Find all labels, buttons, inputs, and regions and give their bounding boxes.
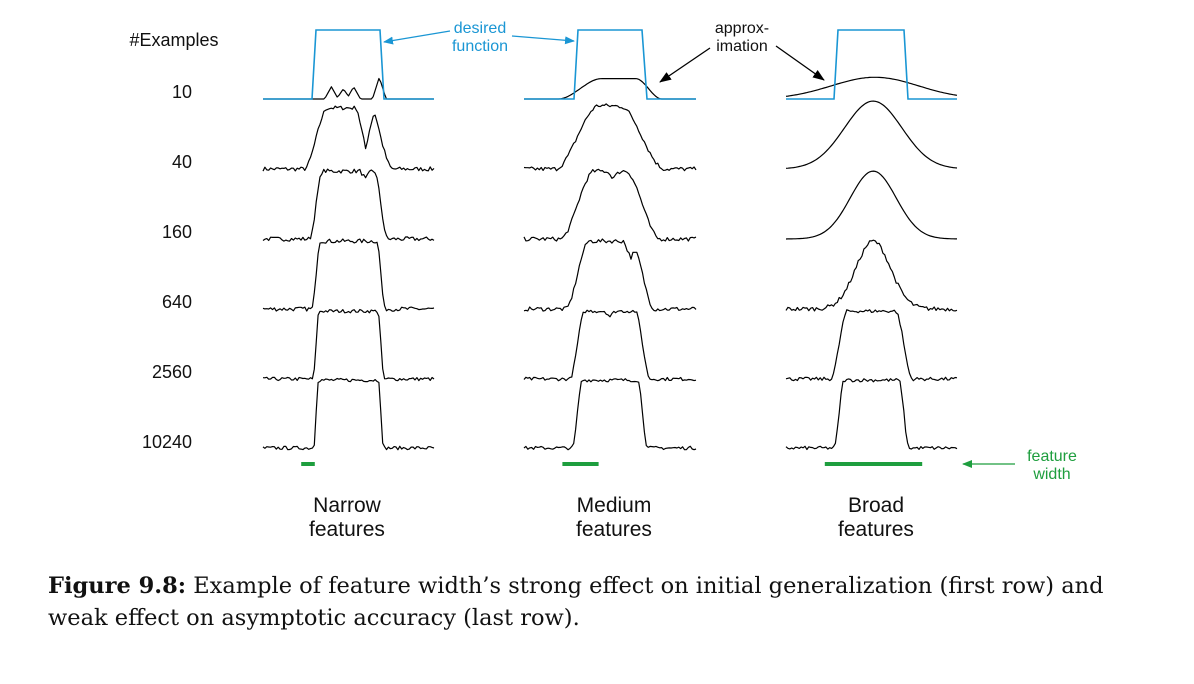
desired-function-narrow [263,29,434,100]
feature-width-label-line1: feature [1027,448,1077,465]
approximation-curve-narrow-row5 [262,308,435,382]
approximation-curve-medium-row2 [523,103,697,172]
approximation-curve-broad-row3 [785,170,957,240]
column-label-narrow-line2: features [309,518,385,541]
row-label-10: 10 [172,82,192,102]
row-label-10240: 10240 [142,432,192,452]
approximation-curves [262,76,958,451]
approximation-curve-medium-row6 [523,378,697,451]
approximation-curve-narrow-row3 [262,168,435,242]
row-label-2560: 2560 [152,362,192,382]
row-label-40: 40 [172,152,192,172]
figure-caption: Figure 9.8: Example of feature width’s s… [48,570,1168,634]
column-label-broad-line2: features [838,518,914,541]
approximation-curve-medium-row4 [523,238,697,312]
approximation-curve-broad-row6 [785,378,958,451]
desired-function-broad [786,29,957,100]
caption-label: Figure 9.8: [48,573,187,599]
column-label-broad-line1: Broad [848,494,904,517]
desired-function-medium [524,29,696,100]
approximation-curve-narrow-row4 [262,238,435,312]
approximation-curve-broad-row5 [785,309,958,382]
caption-text: Example of feature width’s strong effect… [48,573,1104,631]
approximation-curve-narrow-row6 [262,377,435,451]
desired-function-label-line1: desired [454,20,506,37]
desired-function-arrow-right [511,35,575,45]
approximation-curve-medium-row1 [524,77,696,100]
column-label-medium-line2: features [576,518,652,541]
approximation-curve-broad-row1 [785,76,958,97]
column-label-medium-line1: Medium [577,494,652,517]
desired-function-label-line2: function [452,38,508,55]
feature-width-figure: #Examples 10 40 160 640 2560 10240 desir… [129,20,1077,541]
approximation-curve-narrow-row2 [262,105,435,172]
row-label-640: 640 [162,292,192,312]
approximation-curve-medium-row3 [523,168,697,242]
approximation-curve-broad-row4 [785,239,958,312]
approximation-curve-broad-row2 [785,100,958,169]
column-label-narrow-line1: Narrow [313,494,382,517]
row-label-160: 160 [162,222,192,242]
approximation-arrow-right [775,45,825,81]
approximation-label-line2: imation [716,38,768,55]
approximation-label-line1: approx- [715,20,769,37]
feature-width-label-line2: width [1032,466,1070,483]
approximation-curve-narrow-row1 [263,77,434,100]
approximation-curve-medium-row5 [523,309,697,382]
row-header: #Examples [129,30,218,50]
desired-function-arrow-left [383,30,451,45]
approximation-arrow-left [659,47,711,83]
